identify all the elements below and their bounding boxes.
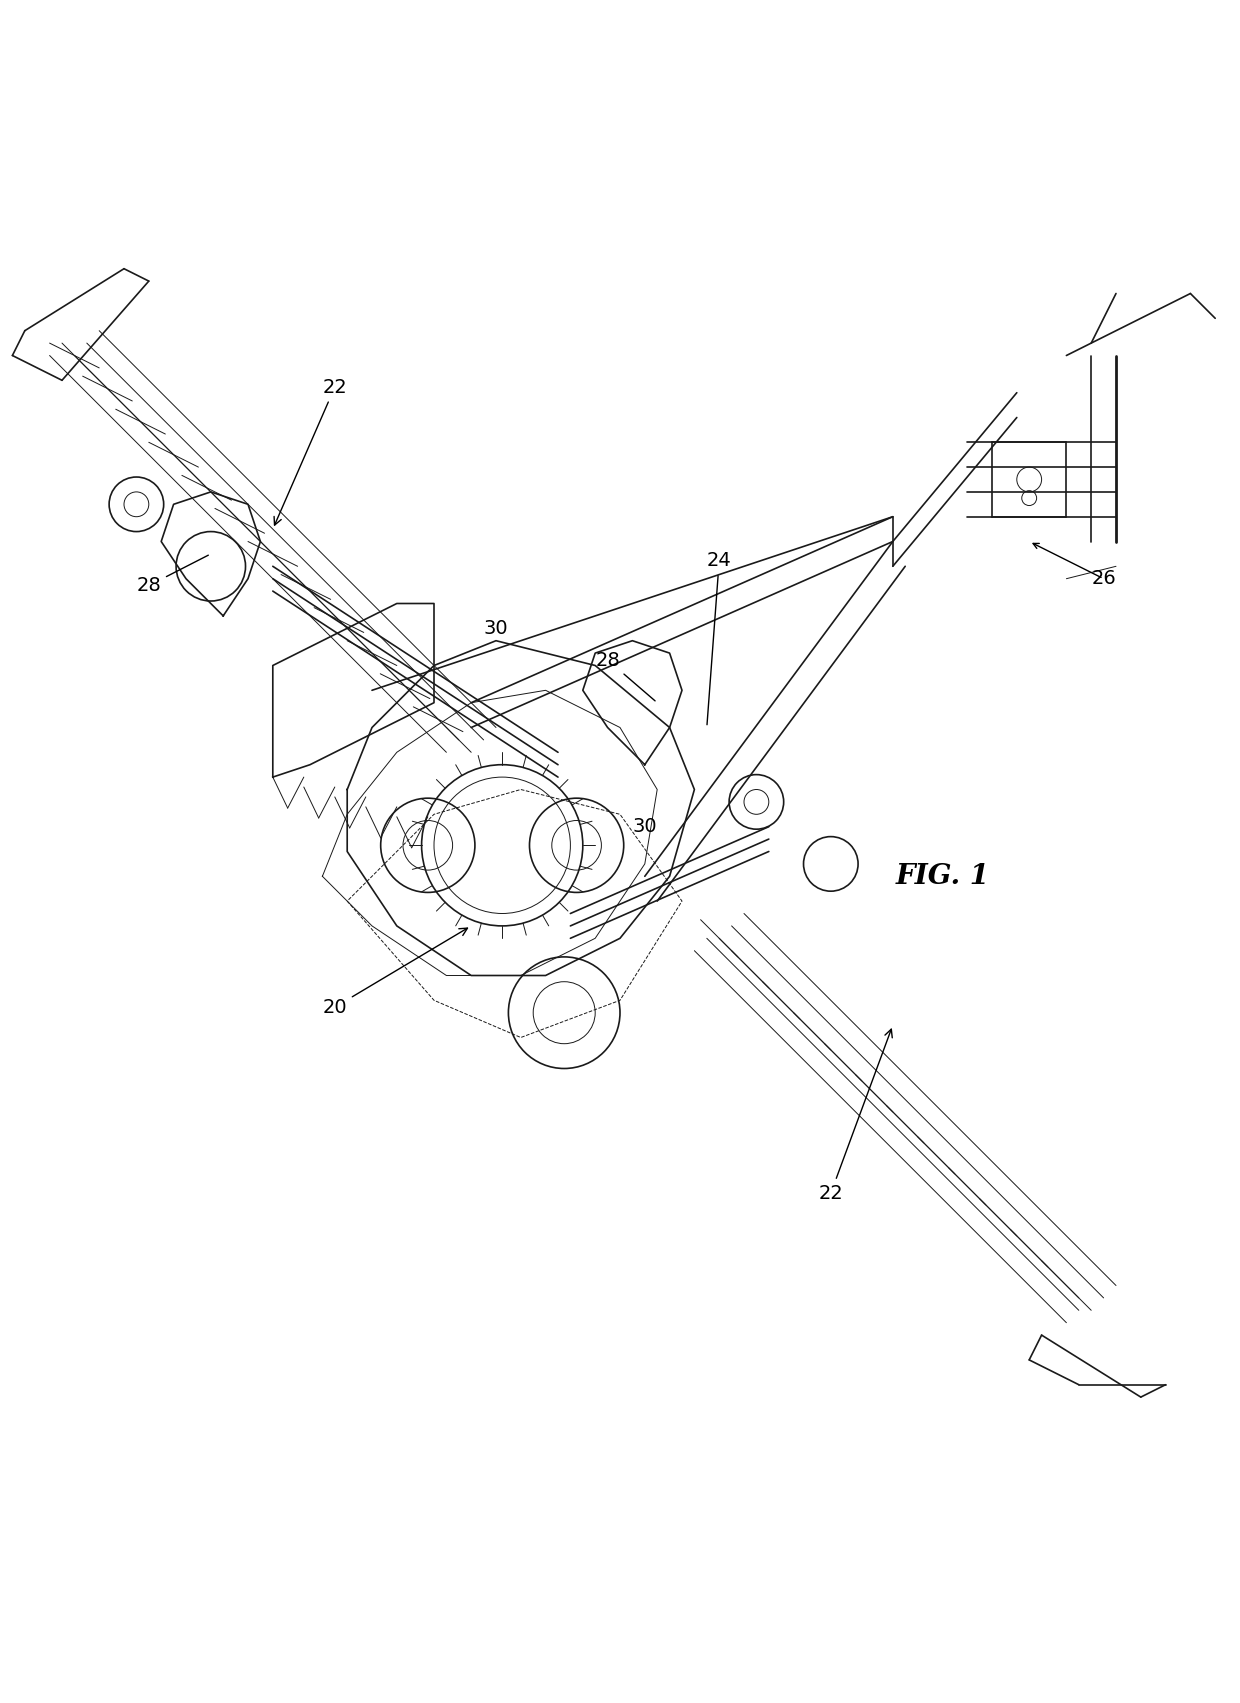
Text: FIG. 1: FIG. 1 — [895, 863, 990, 889]
Text: 26: 26 — [1091, 569, 1116, 588]
Text: 20: 20 — [322, 928, 467, 1017]
Text: 22: 22 — [274, 378, 347, 525]
Text: 30: 30 — [484, 618, 508, 639]
Text: 24: 24 — [707, 552, 732, 725]
Text: 30: 30 — [632, 817, 657, 836]
Text: 28: 28 — [595, 651, 655, 702]
Text: 28: 28 — [136, 555, 208, 594]
Text: 22: 22 — [818, 1029, 893, 1202]
